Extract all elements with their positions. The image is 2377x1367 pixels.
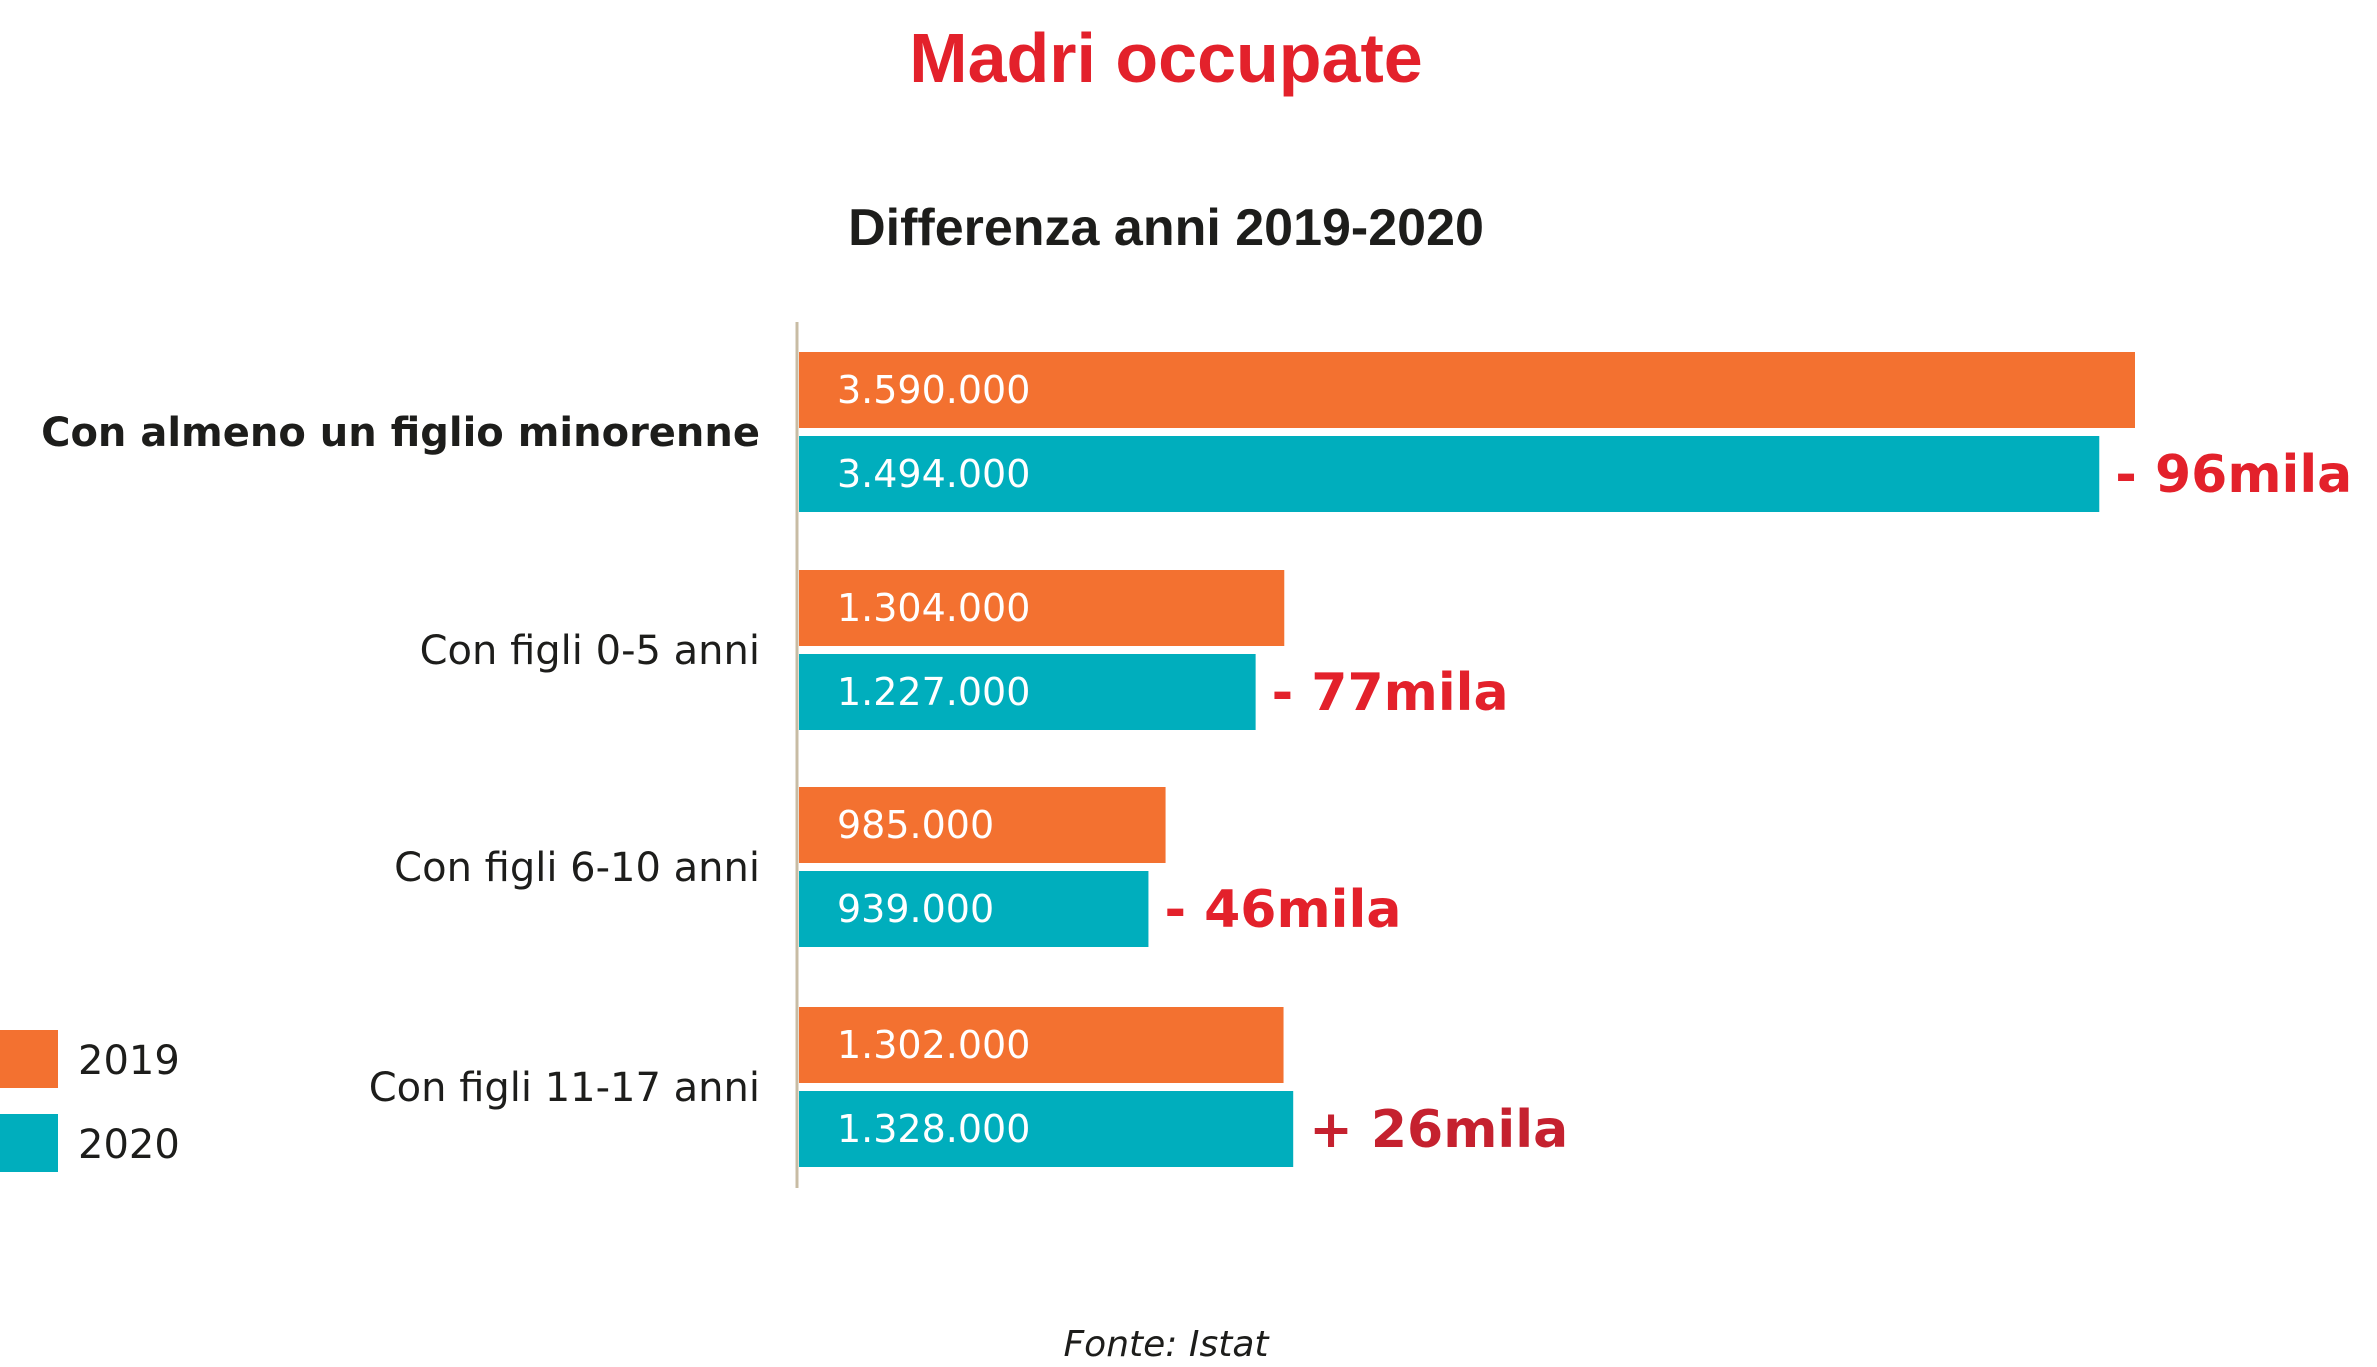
legend-label-2020: 2020 [78, 1122, 180, 1168]
bar-2019-3 [799, 1007, 1284, 1083]
difference-label-2: - 46mila [1164, 880, 1401, 940]
legend-swatch-2020 [0, 1114, 58, 1172]
difference-label-1: - 77mila [1272, 663, 1509, 723]
source-note: Fonte: Istat [1063, 1324, 1270, 1365]
bar-2019-0 [799, 352, 2135, 428]
bar-value-label-2019-3: 1.302.000 [837, 1023, 1030, 1067]
bar-2020-1 [799, 654, 1256, 730]
bar-2020-3 [799, 1091, 1294, 1167]
bar-value-label-2020-3: 1.328.000 [837, 1107, 1030, 1151]
bar-value-label-2020-0: 3.494.000 [837, 452, 1030, 496]
legend-swatch-2019 [0, 1030, 58, 1088]
bar-2020-0 [799, 436, 2100, 512]
category-label-0: Con almeno un figlio minorenne [41, 410, 760, 456]
bars-group: Con almeno un figlio minorenne 3.590.000 3… [41, 352, 2352, 1167]
legend-label-2019: 2019 [78, 1038, 180, 1084]
bar-value-label-2019-2: 985.000 [837, 803, 994, 847]
bar-2020-2 [799, 871, 1149, 947]
chart-subtitle: Differenza anni 2019-2020 [848, 199, 1484, 257]
bar-value-label-2019-1: 1.304.000 [837, 586, 1030, 630]
bar-2019-1 [799, 570, 1285, 646]
difference-label-3: + 26mila [1309, 1100, 1568, 1160]
category-label-3: Con figli 11-17 anni [369, 1065, 760, 1111]
bar-value-label-2020-2: 939.000 [837, 887, 994, 931]
category-label-2: Con figli 6-10 anni [394, 845, 760, 891]
category-label-1: Con figli 0-5 anni [420, 628, 760, 674]
bar-value-label-2020-1: 1.227.000 [837, 670, 1030, 714]
bar-value-label-2019-0: 3.590.000 [837, 368, 1030, 412]
legend: 2019 2020 [0, 1030, 180, 1172]
chart-title: Madri occupate [909, 19, 1422, 97]
bar-2019-2 [799, 787, 1166, 863]
difference-label-0: - 96mila [2115, 445, 2352, 505]
